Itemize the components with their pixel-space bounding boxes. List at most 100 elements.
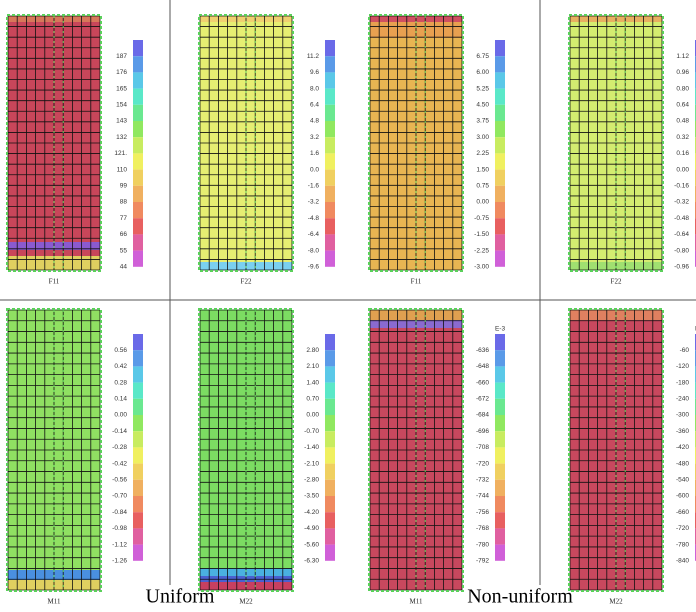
colorbar-tick-label: -0.32 <box>674 199 689 206</box>
colorbar-tick-label: 132 <box>116 134 127 141</box>
colorbar-tick-label: 88 <box>120 199 128 206</box>
colorbar-swatch <box>325 334 335 351</box>
plate-border <box>368 14 464 272</box>
colorbar-tick-label: -2.80 <box>304 477 319 484</box>
colorbar-tick-label: -0.80 <box>674 247 689 254</box>
colorbar-swatch <box>325 121 335 138</box>
colorbar-tick-label: -8.0 <box>308 247 320 254</box>
colorbar-tick-label: 0.0 <box>310 166 319 173</box>
colorbar-tick-label: 1.50 <box>476 166 489 173</box>
panel-label: F11 <box>411 278 422 286</box>
colorbar-tick-label: 3.75 <box>476 118 489 125</box>
colorbar-tick-label: 2.25 <box>476 150 489 157</box>
colorbar-tick-label: -3.2 <box>308 199 320 206</box>
colorbar-swatch <box>133 398 143 415</box>
colorbar-swatch <box>495 398 505 415</box>
colorbar-swatch <box>325 463 335 480</box>
colorbar-swatch <box>495 121 505 138</box>
colorbar-tick-label: 0.00 <box>306 412 319 419</box>
colorbar-swatch <box>133 153 143 170</box>
panel-label: F22 <box>241 278 252 286</box>
colorbar-tick-label: 3.2 <box>310 134 319 141</box>
colorbar-tick-label: 143 <box>116 118 127 125</box>
colorbar-tick-label: -0.56 <box>112 477 127 484</box>
colorbar-swatch <box>495 88 505 105</box>
panel-label: M11 <box>410 598 423 606</box>
colorbar-tick-label: -660 <box>676 509 689 516</box>
colorbar-tick-label: -4.8 <box>308 215 320 222</box>
colorbar-swatch <box>495 250 505 267</box>
colorbar-tick-label: 0.75 <box>476 183 489 190</box>
colorbar-swatch <box>133 447 143 464</box>
colorbar-swatch <box>325 544 335 561</box>
colorbar-swatch <box>325 431 335 448</box>
colorbar-swatch <box>133 431 143 448</box>
colorbar-tick-label: -0.48 <box>674 215 689 222</box>
colorbar-tick-label: 0.42 <box>114 363 127 370</box>
colorbar-tick-label: 0.64 <box>676 102 689 109</box>
colorbar-swatch <box>325 250 335 267</box>
colorbar-tick-label: 0.56 <box>114 347 127 354</box>
colorbar-swatch <box>495 72 505 89</box>
plate-border <box>198 308 294 592</box>
colorbar-swatch <box>325 72 335 89</box>
colorbar-swatch <box>133 544 143 561</box>
colorbar-swatch <box>325 382 335 399</box>
colorbar-swatch <box>133 40 143 57</box>
colorbar-tick-label: 0.48 <box>676 118 689 125</box>
colorbar-tick-label: -6.30 <box>304 558 319 565</box>
colorbar-tick-label: 0.80 <box>676 85 689 92</box>
colorbar-swatch <box>133 350 143 367</box>
panel-label: M11 <box>48 598 61 606</box>
colorbar-tick-label: -240 <box>676 396 689 403</box>
colorbar-tick-label: 3.00 <box>476 134 489 141</box>
colorbar-tick-label: 176 <box>116 69 127 76</box>
colorbar-tick-label: 0.32 <box>676 134 689 141</box>
colorbar-tick-label: -4.20 <box>304 509 319 516</box>
colorbar-tick-label: -840 <box>676 558 689 565</box>
colorbar-tick-label: -0.70 <box>112 493 127 500</box>
colorbar-tick-label: -720 <box>476 460 489 467</box>
colorbar-swatch <box>133 382 143 399</box>
colorbar-swatch <box>495 463 505 480</box>
plate-border <box>568 14 664 272</box>
colorbar-tick-label: 187 <box>116 53 127 60</box>
colorbar-tick-label: -3.50 <box>304 493 319 500</box>
colorbar-tick-label: -696 <box>476 428 489 435</box>
colorbar-tick-label: -708 <box>476 444 489 451</box>
colorbar-tick-label: 2.10 <box>306 363 319 370</box>
colorbar-swatch <box>325 415 335 432</box>
colorbar-tick-label: 44 <box>120 264 128 271</box>
colorbar-swatch <box>325 88 335 105</box>
colorbar-tick-label: -3.00 <box>474 264 489 271</box>
colorbar-swatch <box>325 528 335 545</box>
colorbar-tick-label: -780 <box>676 541 689 548</box>
colorbar-swatch <box>133 202 143 219</box>
colorbar-swatch <box>495 218 505 235</box>
plate-border <box>198 14 294 272</box>
colorbar-swatch <box>325 137 335 154</box>
colorbar-swatch <box>495 544 505 561</box>
colorbar-tick-label: -0.14 <box>112 428 127 435</box>
colorbar-tick-label: -2.10 <box>304 460 319 467</box>
colorbar-tick-label: -0.64 <box>674 231 689 238</box>
colorbar-tick-label: -744 <box>476 493 489 500</box>
colorbar-tick-label: -636 <box>476 347 489 354</box>
panel-label: F11 <box>49 278 60 286</box>
colorbar-swatch <box>495 415 505 432</box>
colorbar-swatch <box>325 366 335 383</box>
colorbar-swatch <box>325 447 335 464</box>
colorbar-tick-label: -300 <box>676 412 689 419</box>
colorbar-tick-label: -1.26 <box>112 558 127 565</box>
colorbar-swatch <box>325 512 335 529</box>
colorbar-swatch <box>495 56 505 73</box>
colorbar-swatch <box>495 447 505 464</box>
colorbar-swatch <box>133 56 143 73</box>
colorbar-tick-label: 0.70 <box>306 396 319 403</box>
colorbar-tick-label: 2.80 <box>306 347 319 354</box>
colorbar-swatch <box>133 169 143 186</box>
colorbar-tick-label: 154 <box>116 102 127 109</box>
colorbar-swatch <box>133 121 143 138</box>
colorbar-swatch <box>495 40 505 57</box>
colorbar-swatch <box>325 56 335 73</box>
